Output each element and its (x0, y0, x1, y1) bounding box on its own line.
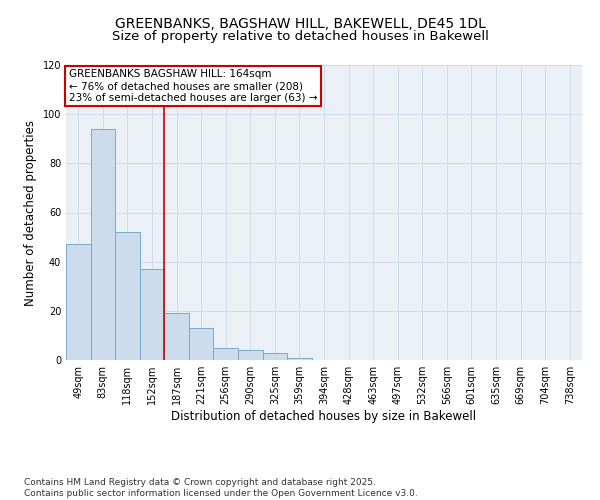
Bar (115, 232, 140, 360)
Text: GREENBANKS, BAGSHAW HILL, BAKEWELL, DE45 1DL: GREENBANKS, BAGSHAW HILL, BAKEWELL, DE45… (115, 18, 485, 32)
Bar (214, 348, 238, 360)
X-axis label: Distribution of detached houses by size in Bakewell: Distribution of detached houses by size … (172, 410, 476, 423)
Bar (189, 328, 214, 360)
Bar (66, 244, 91, 360)
Text: GREENBANKS BAGSHAW HILL: 164sqm
← 76% of detached houses are smaller (208)
23% o: GREENBANKS BAGSHAW HILL: 164sqm ← 76% of… (68, 70, 317, 102)
Text: Contains HM Land Registry data © Crown copyright and database right 2025.
Contai: Contains HM Land Registry data © Crown c… (24, 478, 418, 498)
Bar (140, 269, 164, 360)
Bar (287, 358, 312, 360)
Y-axis label: Number of detached properties: Number of detached properties (24, 120, 37, 306)
Bar (91, 129, 115, 360)
Bar (164, 314, 189, 360)
Bar (263, 352, 287, 360)
Bar (238, 350, 263, 360)
Text: Size of property relative to detached houses in Bakewell: Size of property relative to detached ho… (112, 30, 488, 43)
